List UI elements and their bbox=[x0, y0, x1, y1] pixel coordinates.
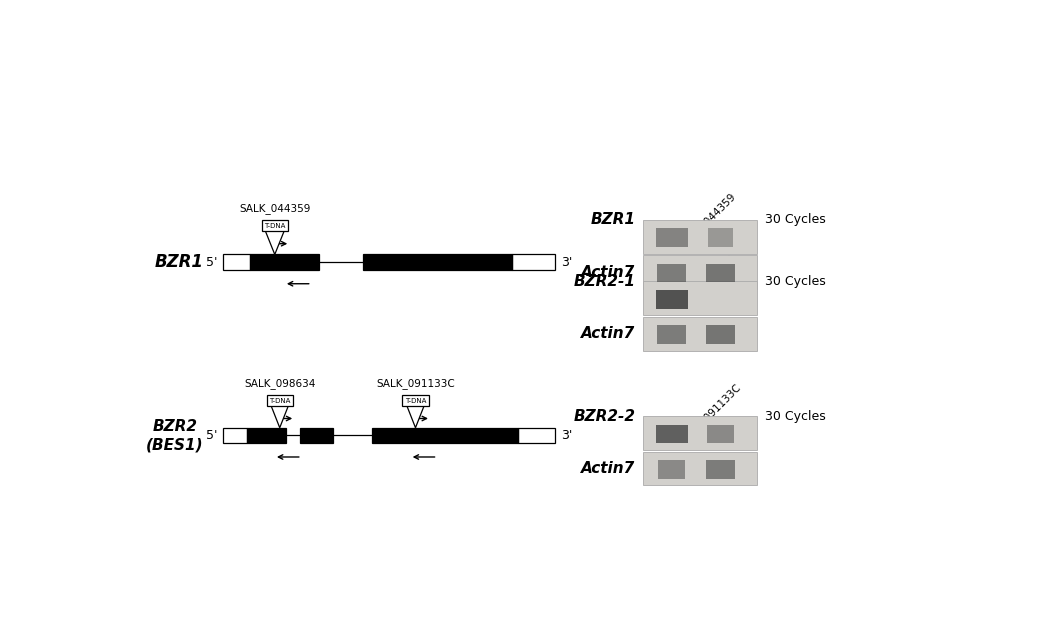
Bar bbox=[643, 255, 758, 289]
Text: Actin7: Actin7 bbox=[581, 265, 636, 280]
Bar bbox=[706, 264, 735, 283]
Bar bbox=[707, 425, 734, 443]
Bar bbox=[656, 228, 688, 247]
Bar bbox=[656, 425, 688, 443]
Text: Actin7: Actin7 bbox=[581, 461, 636, 476]
Text: Col-0: Col-0 bbox=[650, 284, 676, 311]
Bar bbox=[518, 428, 554, 443]
Text: T-DNA: T-DNA bbox=[405, 398, 426, 404]
Text: BZR2-2: BZR2-2 bbox=[573, 409, 636, 423]
Bar bbox=[656, 290, 688, 308]
Text: SALK_091133C: SALK_091133C bbox=[680, 382, 744, 446]
Text: SALK_044359: SALK_044359 bbox=[239, 203, 310, 214]
Bar bbox=[372, 428, 518, 443]
Text: Col-0: Col-0 bbox=[650, 223, 676, 249]
Text: 30 Cycles: 30 Cycles bbox=[765, 214, 825, 226]
Bar bbox=[261, 220, 288, 231]
Text: SALK_098634: SALK_098634 bbox=[244, 379, 315, 389]
Text: T-DNA: T-DNA bbox=[269, 398, 290, 404]
Bar bbox=[267, 396, 293, 406]
Text: 30 Cycles: 30 Cycles bbox=[765, 275, 825, 288]
Text: Col-0: Col-0 bbox=[650, 419, 676, 446]
Text: 30 Cycles: 30 Cycles bbox=[765, 410, 825, 423]
Text: 3': 3' bbox=[561, 429, 572, 442]
Bar bbox=[657, 325, 687, 344]
Text: 3': 3' bbox=[561, 256, 572, 269]
Text: Actin7: Actin7 bbox=[581, 326, 636, 341]
Bar bbox=[708, 228, 733, 247]
Bar bbox=[658, 460, 686, 478]
Text: 5': 5' bbox=[206, 429, 217, 442]
Bar bbox=[643, 317, 758, 351]
Bar bbox=[643, 281, 758, 315]
Polygon shape bbox=[407, 406, 424, 428]
Bar bbox=[250, 255, 320, 270]
Text: 5': 5' bbox=[206, 256, 217, 269]
Bar bbox=[706, 460, 735, 478]
Bar bbox=[643, 452, 758, 485]
Text: SALK_098634: SALK_098634 bbox=[680, 253, 738, 311]
Text: T-DNA: T-DNA bbox=[264, 222, 286, 229]
Text: BZR2-1: BZR2-1 bbox=[573, 274, 636, 289]
Text: SALK_091133C: SALK_091133C bbox=[376, 379, 455, 389]
Polygon shape bbox=[266, 231, 284, 255]
Text: SALK_044359: SALK_044359 bbox=[680, 191, 738, 249]
Bar bbox=[223, 255, 250, 270]
Text: BZR1: BZR1 bbox=[156, 253, 204, 271]
Bar bbox=[643, 220, 758, 253]
Bar bbox=[643, 416, 758, 450]
Text: BZR2
(BES1): BZR2 (BES1) bbox=[146, 418, 204, 453]
Polygon shape bbox=[271, 406, 288, 428]
Bar bbox=[223, 428, 247, 443]
Bar bbox=[657, 264, 687, 283]
Bar bbox=[402, 396, 428, 406]
Bar bbox=[299, 428, 332, 443]
Bar bbox=[363, 255, 511, 270]
Bar bbox=[511, 255, 554, 270]
Bar bbox=[247, 428, 287, 443]
Bar bbox=[706, 325, 735, 344]
Text: BZR1: BZR1 bbox=[590, 212, 636, 228]
